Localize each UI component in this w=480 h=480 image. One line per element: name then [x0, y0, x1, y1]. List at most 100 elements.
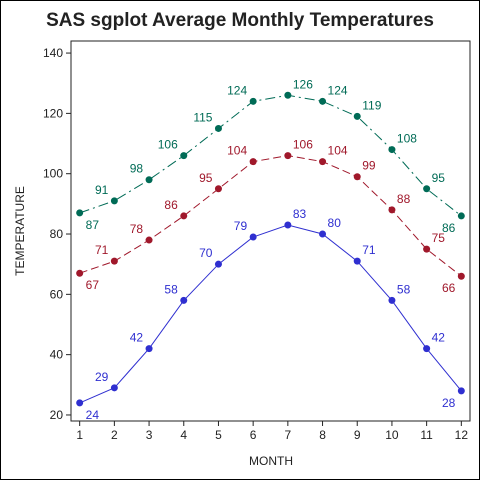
data-point [249, 158, 257, 166]
x-axis-label: MONTH [249, 454, 293, 468]
data-label: 86 [442, 221, 456, 235]
data-label: 70 [199, 246, 213, 260]
data-label: 78 [130, 222, 144, 236]
series-1: 24 29 42 58 70 79 83 80 71 58 42 28 [76, 207, 465, 422]
data-label: 91 [95, 183, 109, 197]
y-tick-label: 140 [43, 46, 63, 60]
data-point [388, 206, 396, 214]
data-point [180, 212, 188, 220]
data-point [457, 387, 465, 395]
x-tick-label: 1 [76, 428, 83, 442]
data-label: 42 [432, 331, 446, 345]
x-tick-label: 6 [250, 428, 257, 442]
x-tick-label: 3 [146, 428, 153, 442]
data-label: 99 [362, 159, 376, 173]
data-label: 104 [328, 144, 348, 158]
data-point [319, 97, 327, 105]
data-point [457, 272, 465, 280]
series-2: 67 71 78 86 95 104 106 104 99 88 75 66 [76, 138, 465, 295]
data-point [284, 91, 292, 99]
series-line [79, 224, 462, 404]
y-tick-label: 100 [43, 167, 63, 181]
x-tick-label: 5 [215, 428, 222, 442]
data-label: 66 [442, 281, 456, 295]
x-tick-label: 7 [285, 428, 292, 442]
y-tick-label: 60 [50, 287, 64, 301]
data-label: 71 [362, 243, 376, 257]
data-point [110, 257, 118, 265]
data-point [76, 399, 84, 407]
y-tick-label: 20 [50, 408, 64, 422]
data-point [423, 245, 431, 253]
data-label: 95 [199, 171, 213, 185]
data-label: 95 [432, 171, 446, 185]
data-label: 58 [397, 282, 411, 296]
data-point [145, 236, 153, 244]
data-point [423, 185, 431, 193]
data-label: 108 [397, 132, 417, 146]
data-label: 124 [328, 83, 348, 97]
x-tick-label: 12 [455, 428, 469, 442]
x-tick-label: 2 [111, 428, 118, 442]
x-axis: 1 2 3 4 5 6 7 8 9 10 11 12 [76, 421, 468, 442]
data-point [319, 158, 327, 166]
data-label: 42 [130, 331, 144, 345]
y-tick-label: 80 [50, 227, 64, 241]
data-label: 104 [227, 144, 247, 158]
data-label: 75 [432, 231, 446, 245]
data-label: 124 [227, 83, 247, 97]
y-axis: 20 40 60 80 100 120 140 [43, 46, 71, 422]
data-label: 79 [234, 219, 248, 233]
chart-title: SAS sgplot Average Monthly Temperatures [46, 10, 434, 31]
series-3: 87 91 98 106 115 124 126 124 119 108 95 86 [76, 77, 465, 235]
data-label: 87 [86, 218, 100, 232]
data-point [76, 269, 84, 277]
data-point [214, 124, 222, 132]
data-point [319, 230, 327, 238]
data-label: 86 [164, 198, 178, 212]
data-point [353, 112, 361, 120]
x-tick-label: 11 [420, 428, 433, 442]
data-point [423, 345, 431, 353]
data-label: 28 [442, 396, 456, 410]
data-point [284, 221, 292, 229]
data-label: 115 [193, 110, 212, 124]
data-label: 24 [86, 408, 100, 422]
data-label: 29 [95, 370, 109, 384]
data-point [110, 197, 118, 205]
data-point [180, 296, 188, 304]
data-label: 126 [293, 77, 313, 91]
series-line [79, 155, 462, 277]
x-tick-label: 4 [180, 428, 187, 442]
data-point [180, 152, 188, 160]
data-point [388, 146, 396, 154]
data-label: 67 [86, 278, 100, 292]
data-point [353, 173, 361, 181]
y-tick-label: 40 [50, 348, 64, 362]
data-point [388, 296, 396, 304]
x-tick-label: 8 [319, 428, 326, 442]
x-tick-label: 9 [354, 428, 361, 442]
data-point [284, 152, 292, 160]
series-line [79, 94, 462, 217]
data-label: 80 [328, 216, 342, 230]
data-label: 58 [164, 282, 178, 296]
data-point [214, 185, 222, 193]
data-point [214, 260, 222, 268]
data-label: 106 [158, 138, 178, 152]
data-point [145, 176, 153, 184]
y-axis-label: TEMPERATURE [13, 186, 27, 276]
data-point [110, 384, 118, 392]
x-tick-label: 10 [385, 428, 399, 442]
data-label: 88 [397, 192, 411, 206]
data-point [76, 209, 84, 217]
data-label: 106 [293, 138, 313, 152]
data-label: 119 [362, 98, 381, 112]
data-label: 83 [293, 207, 307, 221]
data-point [353, 257, 361, 265]
data-point [145, 345, 153, 353]
data-point [249, 233, 257, 241]
y-tick-label: 120 [43, 106, 63, 120]
